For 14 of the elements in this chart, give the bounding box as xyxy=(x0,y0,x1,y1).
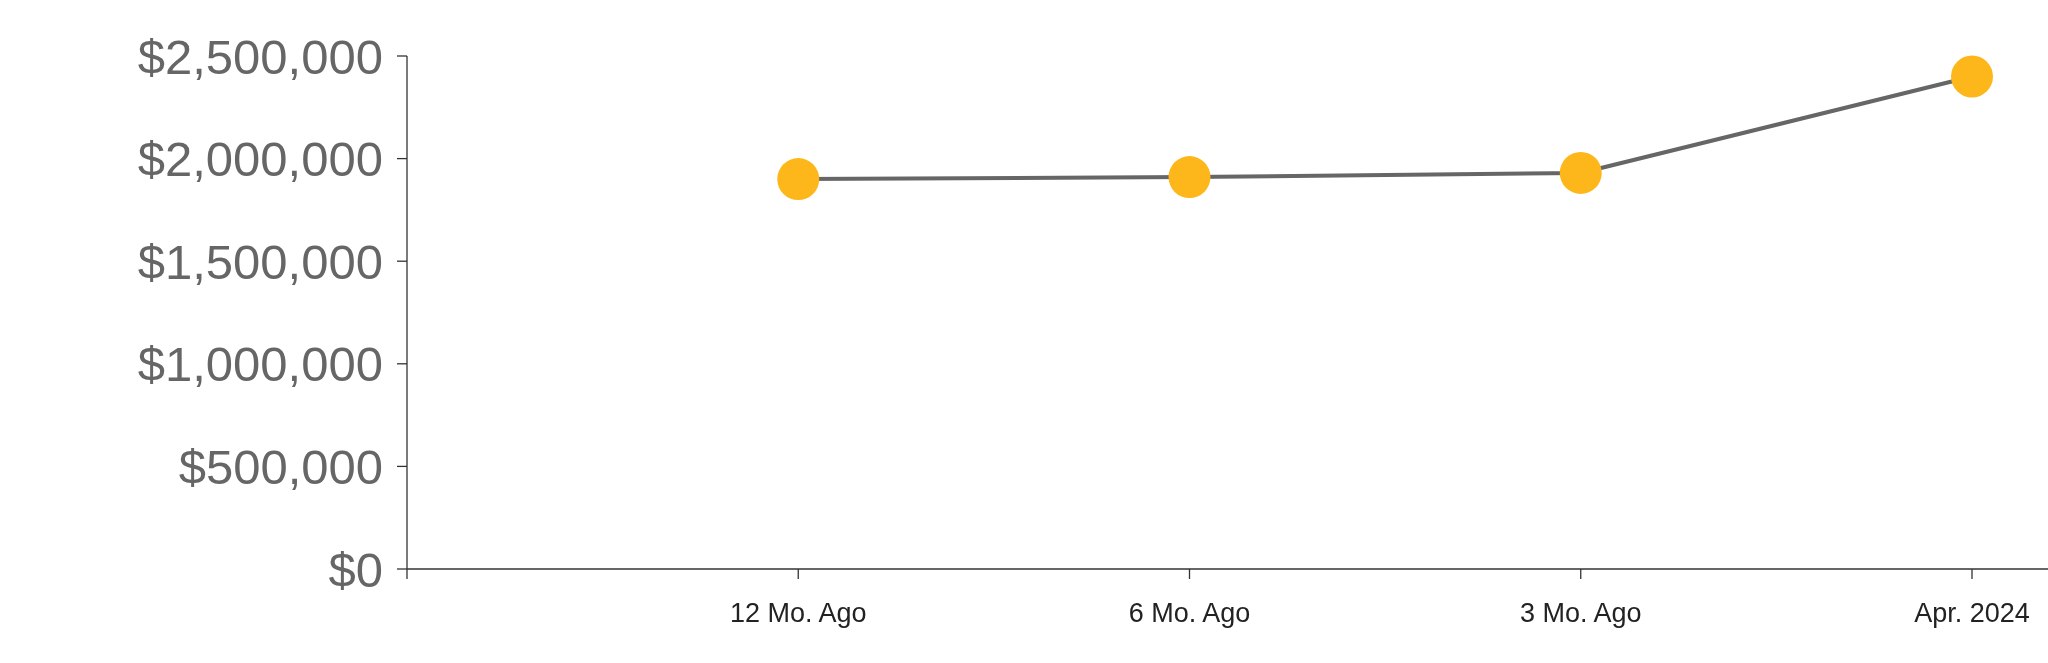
y-tick-label: $1,500,000 xyxy=(137,234,383,289)
point xyxy=(1168,156,1211,199)
x-tick-label: 12 Mo. Ago xyxy=(729,598,867,628)
x-tick-label: Apr. 2024 xyxy=(1914,598,2030,628)
point xyxy=(1951,55,1993,98)
y-tick-label: $500,000 xyxy=(178,440,383,495)
point xyxy=(777,158,820,201)
y-tick-label: $1,000,000 xyxy=(137,337,383,392)
point xyxy=(1559,151,1602,194)
y-tick-label: $2,500,000 xyxy=(137,29,383,84)
y-tick-label: $2,000,000 xyxy=(137,132,383,187)
y-tick-label: $0 xyxy=(328,542,383,597)
x-tick-label: 3 Mo. Ago xyxy=(1519,598,1642,628)
x-tick-label: 6 Mo. Ago xyxy=(1128,598,1251,628)
